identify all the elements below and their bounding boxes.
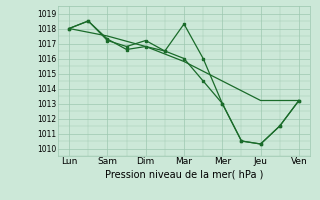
X-axis label: Pression niveau de la mer( hPa ): Pression niveau de la mer( hPa ) [105, 169, 263, 179]
